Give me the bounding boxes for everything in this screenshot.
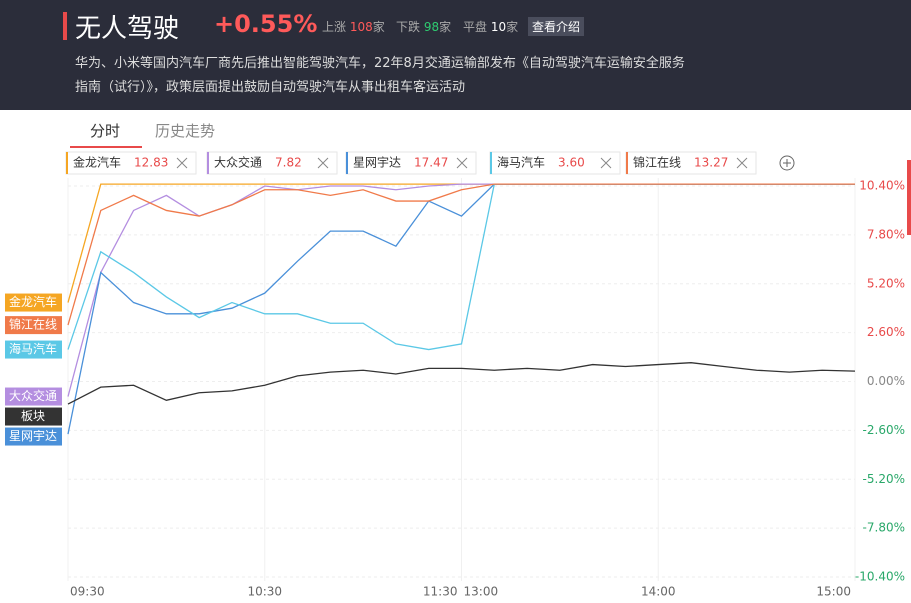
y-tick-label: -5.20% <box>863 472 905 486</box>
chip-price: 3.60 <box>558 156 585 170</box>
count: 98 <box>423 20 440 34</box>
series-label: 星网宇达 <box>9 429 57 443</box>
chip-name: 大众交通 <box>214 155 262 170</box>
tab[interactable]: 分时 <box>90 122 121 140</box>
add-icon <box>783 159 791 167</box>
chip-name: 金龙汽车 <box>73 155 121 170</box>
x-tick-label: 09:30 <box>70 585 105 599</box>
label: 下跌 <box>396 20 421 34</box>
chip-color <box>207 152 209 174</box>
y-tick-label: 7.80% <box>867 227 905 241</box>
series-label: 板块 <box>21 409 45 423</box>
x-tick-label: 14:00 <box>641 585 676 599</box>
chip-color <box>346 152 348 174</box>
chip-name: 海马汽车 <box>497 155 545 170</box>
scroll-indicator <box>907 160 911 235</box>
series-label-bg <box>5 316 62 335</box>
tab[interactable]: 历史走势 <box>155 122 216 140</box>
chip-price: 13.27 <box>694 156 728 170</box>
series-label-bg <box>5 407 62 426</box>
count: 108 <box>349 20 373 34</box>
add-button[interactable] <box>779 155 795 171</box>
chip-name: 锦江在线 <box>633 156 681 170</box>
chip-close[interactable] <box>600 157 612 169</box>
chip-price: 7.82 <box>275 156 302 170</box>
series-label-bg <box>5 340 62 359</box>
y-tick-label: -10.40% <box>855 570 905 584</box>
x-tick-label: 13:00 <box>464 585 499 599</box>
unit: 家 <box>439 20 452 34</box>
y-tick-label: 5.20% <box>867 276 905 290</box>
count: 10 <box>490 20 507 34</box>
series-label: 锦江在线 <box>9 318 57 332</box>
y-tick-label: -2.60% <box>863 423 905 437</box>
chip-color <box>66 152 68 174</box>
x-tick-label: 10:30 <box>247 585 282 599</box>
intro-button[interactable]: 查看介绍 <box>528 17 585 36</box>
series-label: 大众交通 <box>9 388 57 403</box>
header: 无人驾驶 +0.55% 上涨 108家 下跌 98家 平盘 10家 查看介绍 华… <box>0 0 911 110</box>
unit: 家 <box>372 20 385 34</box>
chip-price: 17.47 <box>414 156 448 170</box>
accent <box>63 12 67 40</box>
series-label-bg <box>5 427 62 446</box>
chip-color <box>490 152 492 174</box>
series-line <box>67 183 855 326</box>
description: 华为、小米等国内汽车厂商先后推出智能驾驶汽车，22年8月交通运输部发布《自动驾驶… <box>75 56 685 95</box>
down: 下跌 98家 <box>396 18 451 35</box>
change: +0.55% <box>214 10 318 38</box>
y-tick-label: 0.00% <box>867 374 905 388</box>
series-label: 海马汽车 <box>9 341 57 356</box>
series-label-bg <box>5 293 62 312</box>
series-label: 金龙汽车 <box>9 294 57 309</box>
series-label-bg <box>5 387 62 406</box>
y-tick-label: -7.80% <box>863 521 905 535</box>
chip-close[interactable] <box>736 157 748 169</box>
up: 上涨 108家 <box>322 18 385 35</box>
y-tick-label: 2.60% <box>867 325 905 339</box>
title: 无人驾驶 <box>75 14 180 44</box>
chip-name: 星网宇达 <box>353 156 401 170</box>
x-tick-label: 11:30 <box>423 585 458 599</box>
label: 上涨 <box>322 20 347 34</box>
label: 平盘 <box>463 20 488 34</box>
series-line <box>67 362 856 405</box>
chip-price: 12.83 <box>134 156 168 170</box>
flat: 平盘 10家 <box>463 18 518 35</box>
y-tick-label: 10.40% <box>859 179 905 193</box>
chip-color <box>626 152 628 174</box>
x-tick-label: 15:00 <box>816 585 851 599</box>
unit: 家 <box>506 20 519 34</box>
chip-close[interactable] <box>176 157 188 169</box>
tab-underline <box>70 146 142 148</box>
chip-close[interactable] <box>317 157 329 169</box>
chip-close[interactable] <box>456 157 468 169</box>
